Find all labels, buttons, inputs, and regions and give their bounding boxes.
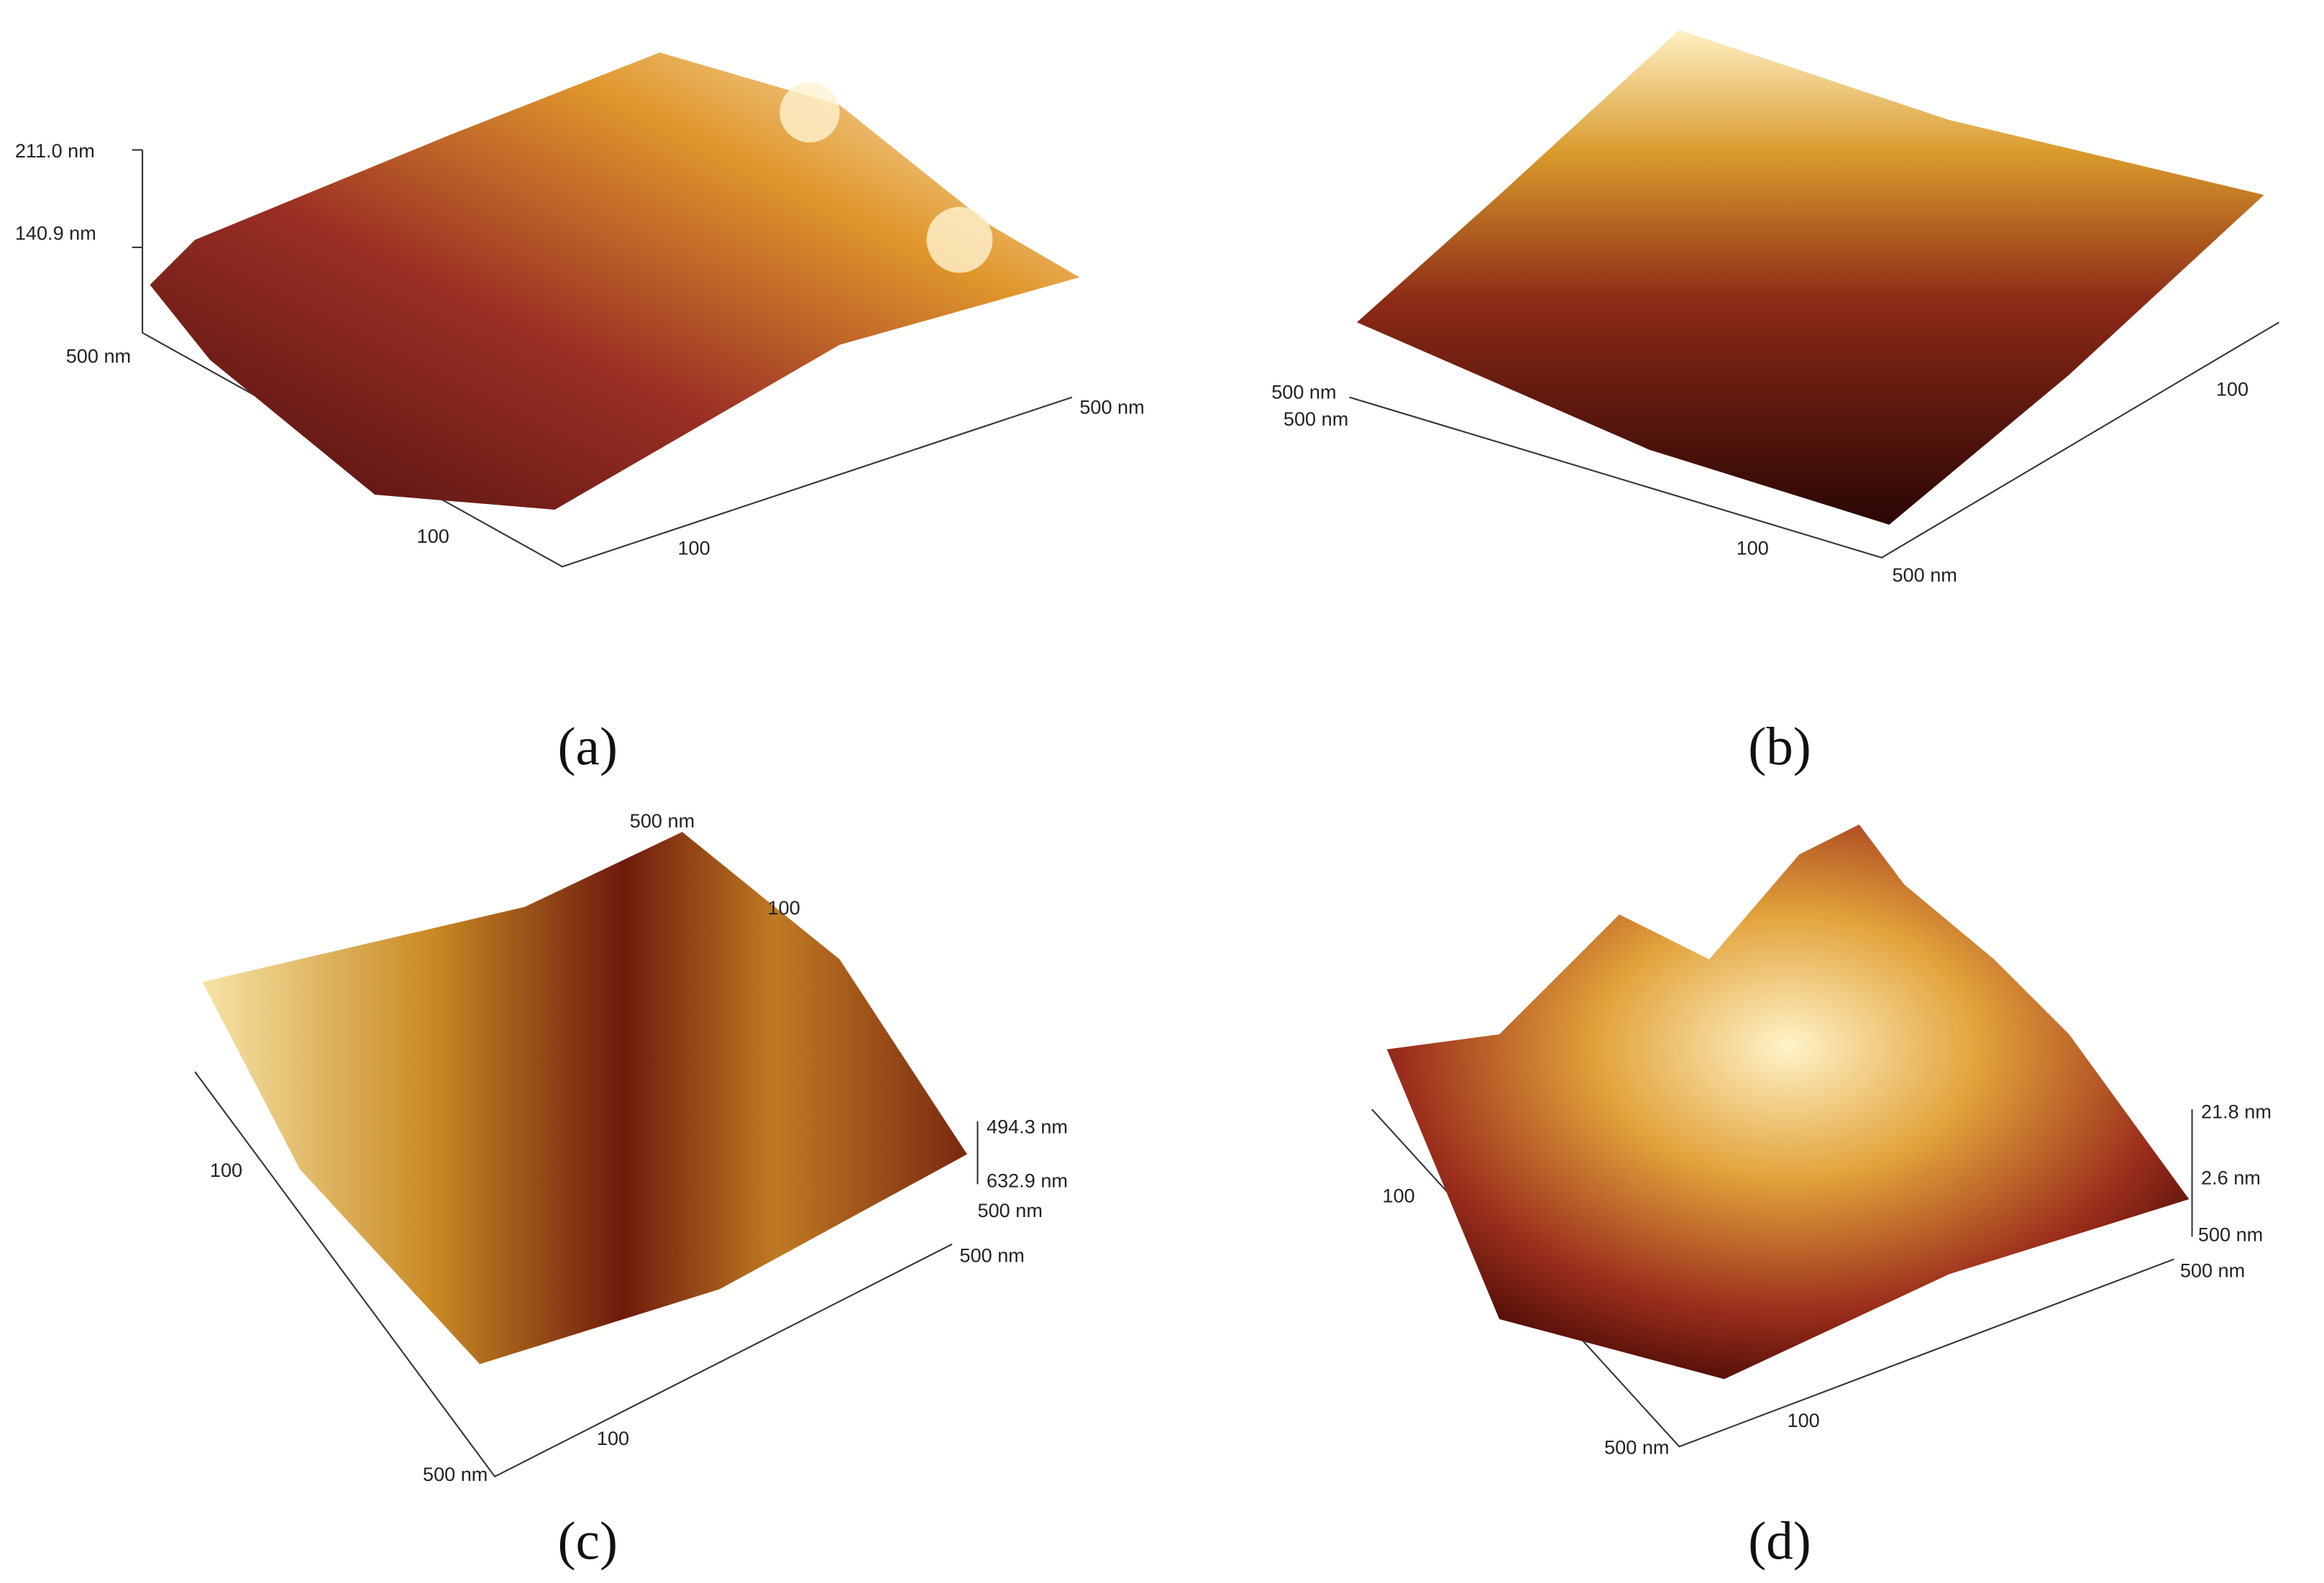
axis-label: 500 nm <box>1079 396 1144 418</box>
z-label: 211.0 nm <box>15 139 95 162</box>
z-label: 632.9 nm <box>987 1169 1068 1191</box>
axis-label: 100 <box>677 537 710 559</box>
panel-d: 21.8 nm 2.6 nm 500 nm 500 nm 100 100 500… <box>1371 824 2272 1571</box>
panel-c: 500 nm 100 100 494.3 nm 632.9 nm 500 nm … <box>194 809 1068 1571</box>
axis-label: 100 <box>1788 1409 1820 1431</box>
surface <box>1386 824 2190 1380</box>
axis-label: 500 nm <box>423 1463 488 1485</box>
axis-label: 500 nm <box>1604 1436 1669 1459</box>
surface <box>202 832 967 1364</box>
z-label: 494.3 nm <box>987 1115 1068 1137</box>
axis-label: 500 nm <box>2180 1259 2245 1282</box>
axis-label: 500 nm <box>1271 381 1336 403</box>
peak <box>926 206 993 273</box>
axis-lines <box>194 1071 953 1478</box>
caption: (c) <box>558 1512 618 1571</box>
axis-label: 100 <box>210 1159 242 1181</box>
axis-label: 500 nm <box>1284 408 1348 430</box>
caption: (a) <box>558 717 618 776</box>
peak <box>779 82 840 143</box>
axis-lines <box>1349 321 2279 559</box>
surface <box>1357 29 2264 525</box>
axis-label: 500 nm <box>960 1244 1025 1267</box>
axis-label: 500 nm <box>66 345 131 367</box>
caption: (b) <box>1748 717 1811 776</box>
z-label: 2.6 nm <box>2201 1166 2261 1188</box>
panel-b: 500 nm 500 nm 100 100 500 nm (b) <box>1271 29 2279 776</box>
axis-label: 500 nm <box>978 1199 1043 1221</box>
axis-label: 500 nm <box>1892 564 1957 586</box>
axis-label: 100 <box>768 896 800 919</box>
caption: (d) <box>1748 1512 1811 1571</box>
axis-label: 100 <box>597 1427 629 1449</box>
surface <box>150 52 1080 510</box>
axis-label: 100 <box>2216 378 2248 400</box>
panel-a: 211.0 nm 140.9 nm 500 nm 500 nm 100 100 … <box>15 52 1145 776</box>
axis-label: 500 nm <box>630 809 695 832</box>
axis-label: 100 <box>1383 1184 1415 1206</box>
z-label: 140.9 nm <box>15 222 96 244</box>
axis-label: 100 <box>1737 537 1769 559</box>
axis-label: 100 <box>417 525 449 547</box>
axis-label: 500 nm <box>2198 1224 2263 1246</box>
z-label: 21.8 nm <box>2201 1101 2272 1123</box>
